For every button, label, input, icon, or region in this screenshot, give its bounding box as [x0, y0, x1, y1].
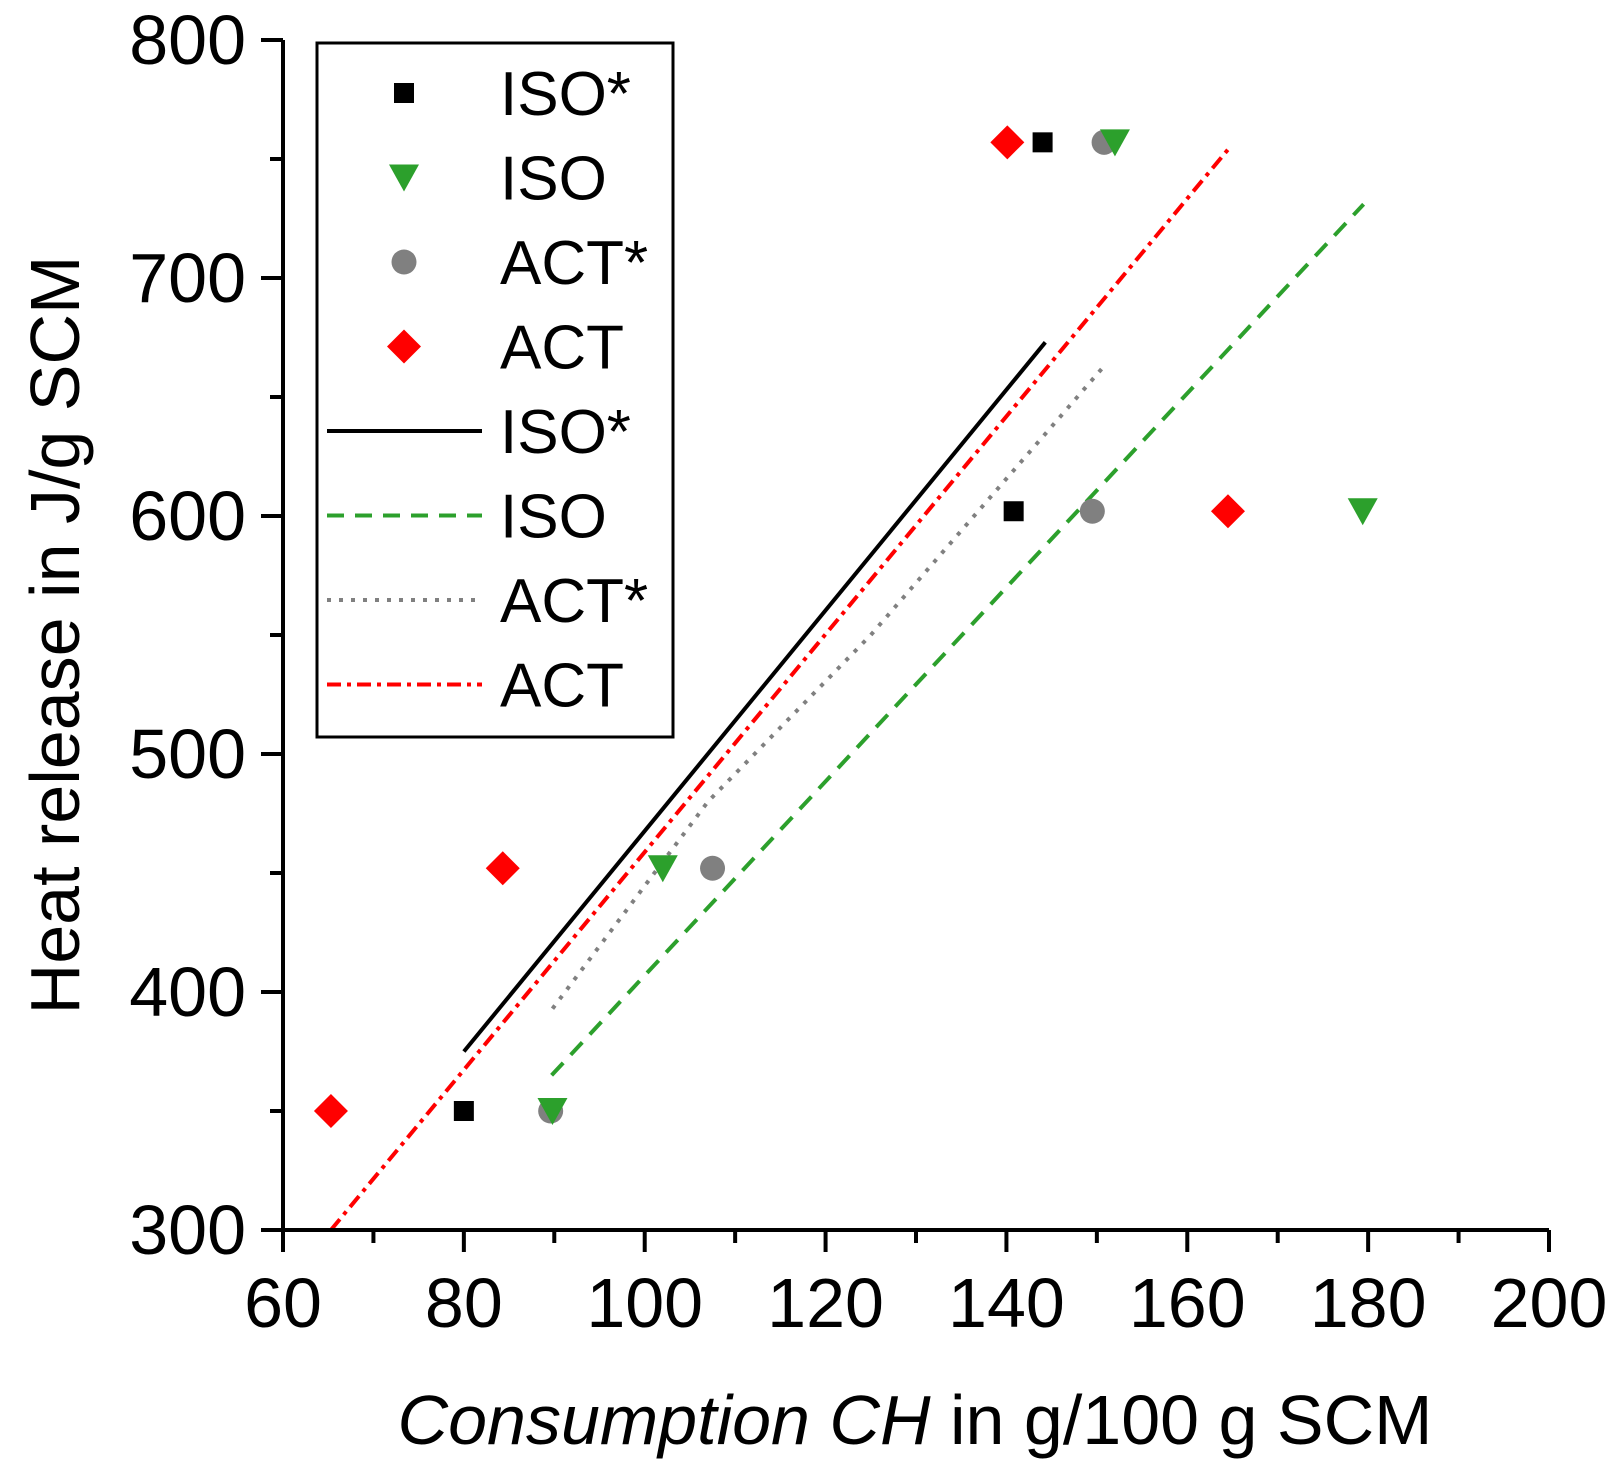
legend-label: ISO* — [500, 60, 631, 129]
x-tick-label: 120 — [767, 1264, 884, 1342]
data-point-act — [990, 125, 1025, 160]
x-axis-title: Consumption CH in g/100 g SCM — [398, 1381, 1433, 1459]
data-point-iso — [1099, 129, 1130, 157]
x-tick-label: 100 — [586, 1264, 703, 1342]
y-tick-label: 600 — [129, 477, 246, 555]
legend: ISO* ISO ACT* ACT ISO* ISO ACT* ACT — [315, 41, 675, 739]
legend-marker — [391, 249, 417, 275]
legend-box — [315, 41, 675, 739]
data-point-act-star — [700, 855, 726, 881]
x-tick-label: 60 — [244, 1264, 322, 1342]
legend-marker — [387, 329, 421, 364]
x-tick-label: 200 — [1491, 1264, 1608, 1342]
fit-line-act — [329, 148, 1230, 1232]
y-tick-label: 800 — [129, 1, 246, 79]
ticks: 60 80 100 120 140 160 180 200 300 400 500 600 700 800 — [129, 1, 1607, 1342]
data-point-iso-star — [1003, 501, 1024, 522]
legend-label: ACT* — [500, 229, 648, 298]
data-point-iso — [1347, 498, 1378, 526]
fit-line-act-star — [550, 364, 1106, 1010]
y-tick-label: 700 — [129, 239, 246, 317]
x-tick-label: 180 — [1310, 1264, 1427, 1342]
data-points — [313, 125, 1378, 1128]
x-axis-title-italic: Consumption CH — [398, 1381, 931, 1459]
y-tick-label: 300 — [129, 1191, 246, 1269]
legend-marker — [389, 164, 419, 192]
legend-marker — [394, 83, 414, 103]
legend-label: ISO — [500, 145, 607, 214]
data-point-act-star — [1079, 498, 1105, 524]
y-axis-title: Heat release in J/g SCM — [16, 256, 94, 1015]
data-point-iso — [537, 1098, 568, 1125]
fit-line-iso-star — [462, 341, 1047, 1053]
x-axis-title-rest: in g/100 g SCM — [931, 1381, 1433, 1459]
legend-label: ACT — [500, 314, 624, 383]
data-point-iso — [647, 855, 678, 883]
legend-label: ISO* — [500, 398, 631, 467]
x-tick-label: 80 — [425, 1264, 503, 1342]
x-tick-label: 160 — [1129, 1264, 1246, 1342]
fit-line-iso — [550, 202, 1366, 1077]
legend-label: ACT — [500, 652, 624, 721]
data-point-iso-star — [453, 1101, 474, 1121]
y-tick-label: 400 — [129, 953, 246, 1031]
x-tick-label: 140 — [948, 1264, 1065, 1342]
legend-label: ACT* — [500, 567, 648, 636]
data-point-act — [1210, 494, 1245, 529]
data-point-act — [485, 851, 520, 886]
fit-lines — [329, 148, 1366, 1232]
data-point-act — [313, 1094, 348, 1128]
data-point-iso-star — [1032, 132, 1053, 153]
y-tick-label: 500 — [129, 715, 246, 793]
legend-label: ISO — [500, 483, 607, 552]
